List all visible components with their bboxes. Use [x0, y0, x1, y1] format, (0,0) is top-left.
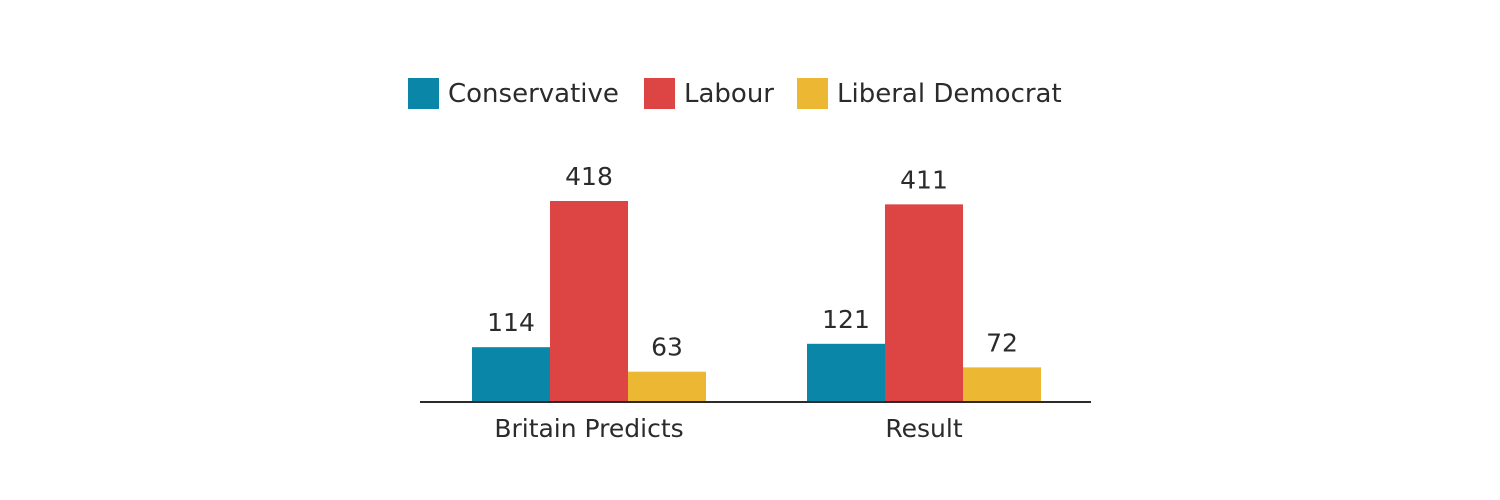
legend: Conservative Labour Liberal Democrat — [408, 78, 1062, 109]
bar-britain-predicts-conservative — [472, 347, 550, 402]
bar-result-liberal-democrat — [963, 367, 1041, 402]
legend-swatch-liberal-democrat — [797, 78, 828, 109]
value-label-britain-predicts-labour: 418 — [565, 162, 613, 191]
x-tick-label-result: Result — [885, 414, 962, 443]
bar-result-labour — [885, 204, 963, 402]
legend-swatch-labour — [644, 78, 675, 109]
legend-label-conservative: Conservative — [448, 79, 619, 109]
value-label-britain-predicts-conservative: 114 — [487, 308, 535, 337]
x-axis-tick-labels: Britain Predicts Result — [494, 414, 963, 443]
bars — [472, 201, 1041, 402]
value-labels: 114 418 63 121 411 72 — [487, 162, 1018, 362]
value-label-result-conservative: 121 — [822, 305, 870, 334]
value-label-britain-predicts-liberal-democrat: 63 — [651, 333, 683, 362]
value-label-result-labour: 411 — [900, 165, 948, 194]
bar-result-conservative — [807, 343, 885, 402]
legend-label-liberal-democrat: Liberal Democrat — [837, 79, 1062, 109]
value-label-result-liberal-democrat: 72 — [986, 328, 1018, 357]
legend-label-labour: Labour — [684, 79, 774, 109]
bar-britain-predicts-liberal-democrat — [628, 371, 706, 402]
legend-swatch-conservative — [408, 78, 439, 109]
bar-britain-predicts-labour — [550, 201, 628, 402]
x-tick-label-britain-predicts: Britain Predicts — [494, 414, 683, 443]
